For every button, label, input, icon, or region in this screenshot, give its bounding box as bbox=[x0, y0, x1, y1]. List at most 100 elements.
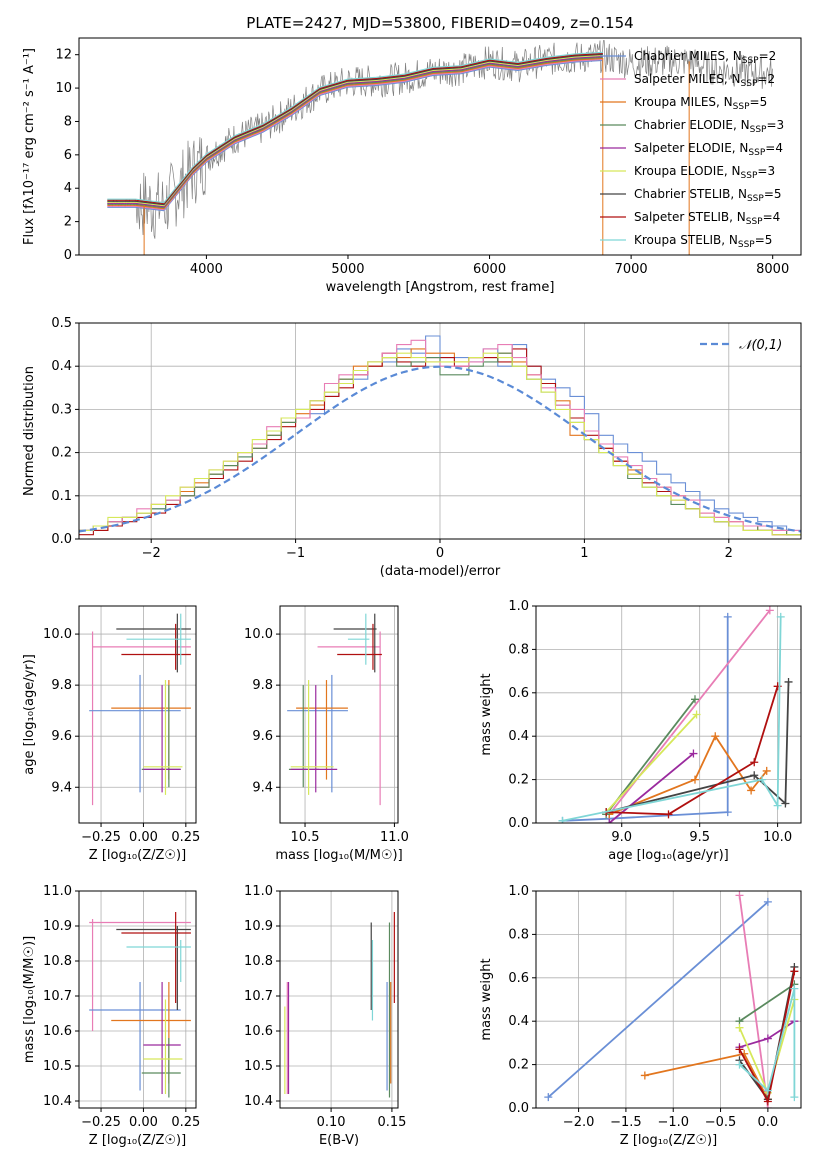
legend-subscript: SSP bbox=[738, 240, 755, 250]
weight-marker bbox=[735, 1060, 744, 1069]
weight-marker bbox=[735, 1023, 744, 1032]
weight-marker bbox=[747, 786, 756, 795]
error-bar bbox=[347, 613, 370, 665]
legend-label: Kroupa MILES, NSSP=5 bbox=[634, 95, 767, 112]
weight-marker bbox=[558, 816, 567, 823]
weight-marker bbox=[763, 897, 772, 906]
weight-line bbox=[644, 1052, 769, 1100]
legend-subscript: SSP bbox=[742, 56, 759, 66]
y-tick-label: 10.9 bbox=[43, 919, 72, 934]
x-axis-label: (data-model)/error bbox=[380, 564, 501, 579]
y-tick-label: 1.0 bbox=[508, 599, 529, 614]
panel-spectrum: 4000 5000 6000 7000 8000 0 2 4 6 8 10 12 wavelength … bbox=[22, 37, 802, 295]
error-bar bbox=[116, 613, 191, 673]
weight-marker bbox=[758, 775, 767, 784]
x-axis-label: age [log₁₀(age/yr)] bbox=[608, 848, 729, 863]
y-tick-label: 0.5 bbox=[51, 316, 72, 331]
y-tick-label: 10.7 bbox=[43, 989, 72, 1004]
plot-area bbox=[89, 613, 191, 806]
legend-label: 𝒩(0,1) bbox=[739, 338, 782, 353]
weight-marker bbox=[765, 606, 774, 615]
weight-marker bbox=[735, 891, 744, 900]
y-tick-label: 12 bbox=[55, 48, 72, 63]
error-bar bbox=[89, 982, 181, 1091]
x-axis-label: mass [log₁₀(M/M☉)] bbox=[275, 848, 402, 863]
spectrum-model-line bbox=[107, 52, 603, 205]
error-bar bbox=[111, 982, 191, 1084]
error-bar bbox=[126, 613, 191, 665]
panel-mass-vs-Z: −0.25 0.00 0.25 10.4 10.5 10.6 10.7 10.8 10.9 11.… bbox=[22, 884, 200, 1148]
error-bar bbox=[116, 926, 191, 1010]
y-tick-label: 10.6 bbox=[43, 1024, 72, 1039]
y-tick-label: 10.5 bbox=[43, 1059, 72, 1074]
legend-count: =5 bbox=[750, 95, 768, 109]
y-axis-label: Flux [fλ10⁻¹⁷ erg cm⁻² s⁻¹ A⁻¹] bbox=[22, 48, 37, 245]
y-tick-label: 10.5 bbox=[244, 1059, 273, 1074]
legend-subscript: SSP bbox=[733, 102, 750, 112]
error-bar bbox=[121, 623, 191, 670]
x-tick-label: 10.5 bbox=[291, 830, 320, 845]
x-axis-label: E(B-V) bbox=[319, 1133, 359, 1148]
y-tick-label: 0.6 bbox=[508, 971, 529, 986]
legend-subscript: SSP bbox=[747, 194, 764, 204]
weight-marker bbox=[605, 819, 614, 823]
panel-age-vs-mass: 10.5 11.0 9.4 9.6 9.8 10.0 mass [log₁₀(M/M☉)] bbox=[244, 605, 409, 863]
y-axis-label: age [log₁₀(age/yr)] bbox=[22, 654, 37, 775]
y-tick-label: 0.0 bbox=[508, 816, 529, 831]
weight-line bbox=[738, 983, 795, 1022]
x-tick-label: 0.0 bbox=[758, 1115, 779, 1130]
weight-line bbox=[605, 681, 790, 813]
x-tick-label: −1 bbox=[286, 546, 305, 561]
x-tick-label: −2 bbox=[142, 546, 161, 561]
axes-frame bbox=[279, 605, 399, 824]
x-axis-label: Z [log₁₀(Z/Z☉)] bbox=[620, 1133, 717, 1148]
error-bar bbox=[126, 940, 191, 982]
panel-residuals: −2 −1 0 1 2 0.0 0.1 0.2 0.3 0.4 0.5 (data-model)/er… bbox=[22, 316, 802, 579]
spectrum-model-line bbox=[107, 59, 603, 212]
weight-line bbox=[738, 988, 796, 1098]
weight-marker bbox=[763, 1086, 772, 1095]
x-tick-label: 0.25 bbox=[171, 830, 200, 845]
weight-marker bbox=[776, 612, 785, 621]
axes-frame bbox=[78, 37, 802, 256]
x-tick-label: −2.0 bbox=[563, 1115, 595, 1130]
weight-marker bbox=[691, 695, 699, 704]
weight-marker bbox=[735, 1045, 744, 1054]
y-tick-label: 10.8 bbox=[244, 954, 273, 969]
weight-marker bbox=[762, 766, 771, 775]
error-bar bbox=[333, 613, 377, 673]
weight-marker bbox=[790, 1093, 799, 1102]
panels: 4000 5000 6000 7000 8000024681012wavelength … bbox=[22, 37, 802, 1148]
x-axis-label: wavelength [Angstrom, rest frame] bbox=[326, 280, 555, 295]
x-tick-label: 0.00 bbox=[129, 1115, 158, 1130]
weight-line bbox=[739, 1020, 795, 1049]
y-tick-label: 4 bbox=[64, 181, 72, 196]
error-bar bbox=[141, 1038, 181, 1098]
weight-line bbox=[562, 616, 729, 822]
normal-curve bbox=[79, 365, 801, 533]
y-tick-label: 0.4 bbox=[51, 359, 72, 374]
legend-label: Kroupa ELODIE, NSSP=3 bbox=[634, 164, 775, 181]
panel-mass-vs-EBV: 0.10 0.15 10.4 10.5 10.6 10.7 10.8 10.9 11.0 E(B-… bbox=[244, 884, 406, 1148]
legend-subscript: SSP bbox=[741, 79, 758, 89]
weight-marker bbox=[790, 967, 799, 976]
legend-count: =3 bbox=[766, 118, 784, 132]
spectrum-model-line bbox=[107, 58, 603, 211]
y-tick-label: 10.0 bbox=[244, 627, 273, 642]
weight-line bbox=[606, 686, 779, 816]
x-tick-label: 5000 bbox=[331, 262, 364, 277]
error-bar bbox=[91, 631, 191, 806]
y-tick-label: 10 bbox=[55, 81, 72, 96]
y-tick-label: 0.4 bbox=[508, 729, 529, 744]
weight-marker bbox=[790, 984, 799, 993]
spectrum-model-line bbox=[107, 54, 603, 207]
axes-frame bbox=[535, 890, 802, 1109]
x-axis-label: Z [log₁₀(Z/Z☉)] bbox=[89, 1133, 186, 1148]
weight-line bbox=[562, 616, 782, 822]
weight-line bbox=[608, 752, 694, 823]
y-tick-label: 10.0 bbox=[43, 627, 72, 642]
y-tick-label: 0.8 bbox=[508, 642, 529, 657]
x-tick-label: 2 bbox=[725, 546, 733, 561]
weight-line bbox=[738, 895, 769, 1108]
